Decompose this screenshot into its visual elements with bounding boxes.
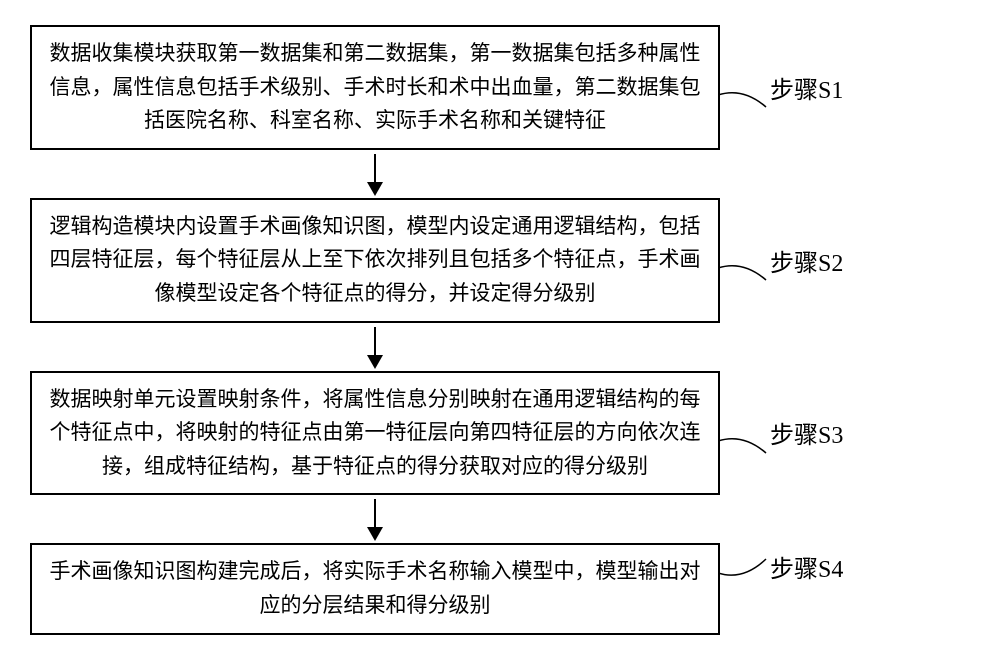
step-label-2: 步骤S2 [770, 243, 843, 278]
arrow-1 [374, 154, 376, 194]
step-text-2: 逻辑构造模块内设置手术画像知识图，模型内设定通用逻辑结构，包括四层特征层，每个特… [50, 214, 701, 305]
step-row-2: 逻辑构造模块内设置手术画像知识图，模型内设定通用逻辑结构，包括四层特征层，每个特… [30, 198, 970, 323]
arrow-2 [374, 327, 376, 367]
step-row-3: 数据映射单元设置映射条件，将属性信息分别映射在通用逻辑结构的每个特征点中，将映射… [30, 371, 970, 496]
step-box-1: 数据收集模块获取第一数据集和第二数据集，第一数据集包括多种属性信息，属性信息包括… [30, 25, 720, 150]
arrow-wrap-3 [30, 495, 720, 543]
step-text-3: 数据映射单元设置映射条件，将属性信息分别映射在通用逻辑结构的每个特征点中，将映射… [50, 387, 701, 478]
step-label-3: 步骤S3 [770, 415, 843, 450]
step-text-1: 数据收集模块获取第一数据集和第二数据集，第一数据集包括多种属性信息，属性信息包括… [50, 41, 701, 132]
connector-curve-2 [718, 260, 768, 290]
step-label-1: 步骤S1 [770, 70, 843, 105]
arrow-wrap-2 [30, 323, 720, 371]
step-row-4: 手术画像知识图构建完成后，将实际手术名称输入模型中，模型输出对应的分层结果和得分… [30, 543, 970, 634]
connector-curve-3 [718, 433, 768, 463]
arrow-wrap-1 [30, 150, 720, 198]
arrow-3 [374, 499, 376, 539]
step-text-4: 手术画像知识图构建完成后，将实际手术名称输入模型中，模型输出对应的分层结果和得分… [50, 559, 701, 617]
step-box-4: 手术画像知识图构建完成后，将实际手术名称输入模型中，模型输出对应的分层结果和得分… [30, 543, 720, 634]
step-label-4: 步骤S4 [770, 549, 843, 584]
step-row-1: 数据收集模块获取第一数据集和第二数据集，第一数据集包括多种属性信息，属性信息包括… [30, 25, 970, 150]
step-box-2: 逻辑构造模块内设置手术画像知识图，模型内设定通用逻辑结构，包括四层特征层，每个特… [30, 198, 720, 323]
connector-curve-1 [718, 87, 768, 117]
step-box-3: 数据映射单元设置映射条件，将属性信息分别映射在通用逻辑结构的每个特征点中，将映射… [30, 371, 720, 496]
flowchart-container: 数据收集模块获取第一数据集和第二数据集，第一数据集包括多种属性信息，属性信息包括… [30, 25, 970, 635]
connector-curve-4 [718, 551, 768, 581]
